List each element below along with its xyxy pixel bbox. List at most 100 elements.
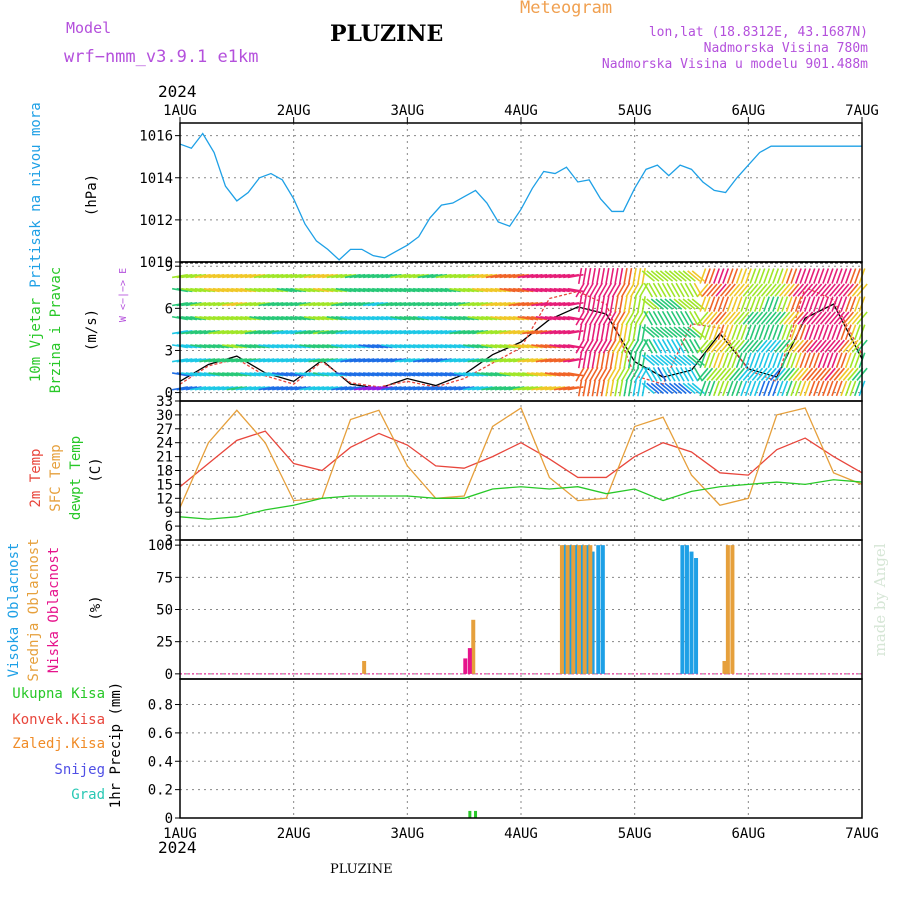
temperature-y-tick-label: 3 (165, 533, 173, 549)
wind-arrow (844, 352, 852, 369)
precip-y-tick-label: 0.8 (148, 698, 173, 714)
wind-arrow (774, 367, 786, 381)
wind-arrow (713, 324, 720, 340)
wind-arrow (735, 296, 743, 312)
wind-arrow (703, 380, 711, 397)
wind-arrow (797, 339, 809, 353)
wind-arrow (609, 324, 615, 341)
wind-arrow (661, 310, 672, 326)
wind-arrow (605, 324, 610, 341)
wind-arrow (575, 282, 585, 298)
wind-arrow (717, 296, 725, 312)
temp-ylabel-dewpt: dewpt Temp (68, 436, 84, 520)
pressure-ylabel-unit: (hPa) (84, 174, 100, 216)
wind-arrow (582, 352, 587, 369)
wind-ylabel: 10m Vjetar (28, 298, 44, 382)
wind-arrow (853, 380, 861, 397)
wind-arrow (706, 283, 718, 297)
wind-arrow (620, 310, 631, 326)
wind-arrow (781, 380, 789, 397)
wind-arrow (792, 283, 805, 297)
wind-arrow (735, 352, 743, 369)
wind-arrow (650, 326, 665, 338)
x-tick-label-bottom: 7AUG (845, 826, 879, 842)
wind-arrow (659, 382, 674, 395)
wind-arrow (634, 366, 644, 382)
wind-arrow (687, 382, 701, 395)
wind-arrow (579, 366, 590, 382)
wind-arrow (609, 268, 615, 285)
wind-arrow (689, 310, 699, 326)
wind-arrow (794, 352, 802, 369)
wind-arrow (781, 296, 789, 312)
wind-series-line (179, 286, 863, 388)
wind-arrow (689, 338, 699, 354)
wind-arrow (673, 382, 687, 395)
wind-arrow (577, 324, 583, 341)
wind-arrow (708, 268, 716, 284)
cloud-bar (576, 545, 581, 674)
wind-arrow (849, 268, 857, 284)
wind-arrow (740, 352, 748, 369)
wind-arrow (828, 283, 841, 297)
wind-arrow (591, 268, 596, 285)
precip-bar (468, 810, 472, 818)
cloud-bar (579, 545, 584, 674)
wind-arrow (618, 380, 624, 397)
wind-arrow (579, 310, 590, 326)
wind-arrow (614, 296, 619, 313)
wind-arrow (838, 367, 850, 381)
wind-arrow (785, 324, 793, 340)
wind-arrow (664, 298, 678, 310)
chart-subtitle: Meteogram (520, 0, 613, 18)
pressure-ylabel: Pritisak na nivou mora (28, 102, 44, 287)
wind-arrow (760, 339, 773, 353)
wind-arrow (668, 382, 683, 395)
wind-arrow (605, 296, 610, 313)
wind-arrow (699, 268, 707, 284)
cloud-bar (571, 545, 576, 674)
wind-arrow (657, 338, 667, 354)
wind-y-tick-label: 3 (165, 343, 173, 359)
wind-arrow (717, 380, 725, 397)
precip-y-tick-label: 0.4 (148, 754, 173, 770)
wind-arrow (778, 339, 791, 353)
wind-arrow (587, 268, 592, 285)
wind-arrow (717, 324, 725, 340)
wind-arrow (724, 311, 736, 325)
wind-arrow (826, 380, 834, 397)
x-tick-label-bottom: 2AUG (277, 826, 311, 842)
wind-arrow (767, 296, 775, 312)
wind-arrow (670, 282, 681, 298)
wind-arrow (652, 282, 663, 298)
cloud-ylabel-high: Visoka Oblacnost (6, 543, 22, 678)
wind-arrow (735, 324, 743, 340)
wind-arrow (722, 268, 730, 284)
wind-arrow (625, 310, 635, 326)
wind-arrow (760, 283, 773, 297)
wind-arrow (618, 296, 624, 313)
wind-arrow (772, 352, 780, 369)
wind-arrow (849, 296, 857, 312)
wind-arrow (639, 282, 649, 298)
wind-arrow (772, 296, 780, 312)
wind-arrow (659, 354, 674, 367)
wind-arrow (602, 282, 613, 298)
wind-arrow (598, 366, 608, 382)
wind-arrow (715, 311, 727, 325)
model-elevation-line: Nadmorska Visina u modelu 901.488m (601, 57, 868, 72)
wind-arrow (575, 310, 585, 326)
wind-arrow (840, 296, 848, 312)
wind-arrow (596, 380, 601, 397)
wind-arrow (840, 324, 848, 340)
wind-arrow (641, 326, 655, 338)
wind-arrow (840, 380, 848, 397)
cloud-bar (567, 545, 572, 674)
wind-arrow (724, 283, 736, 297)
wind-arrow (806, 283, 818, 297)
wind-arrow (835, 296, 843, 312)
temperature-y-tick-label: 24 (156, 436, 173, 452)
wind-arrow (699, 296, 707, 312)
wind-arrow (819, 367, 832, 381)
wind-arrow (835, 324, 843, 340)
